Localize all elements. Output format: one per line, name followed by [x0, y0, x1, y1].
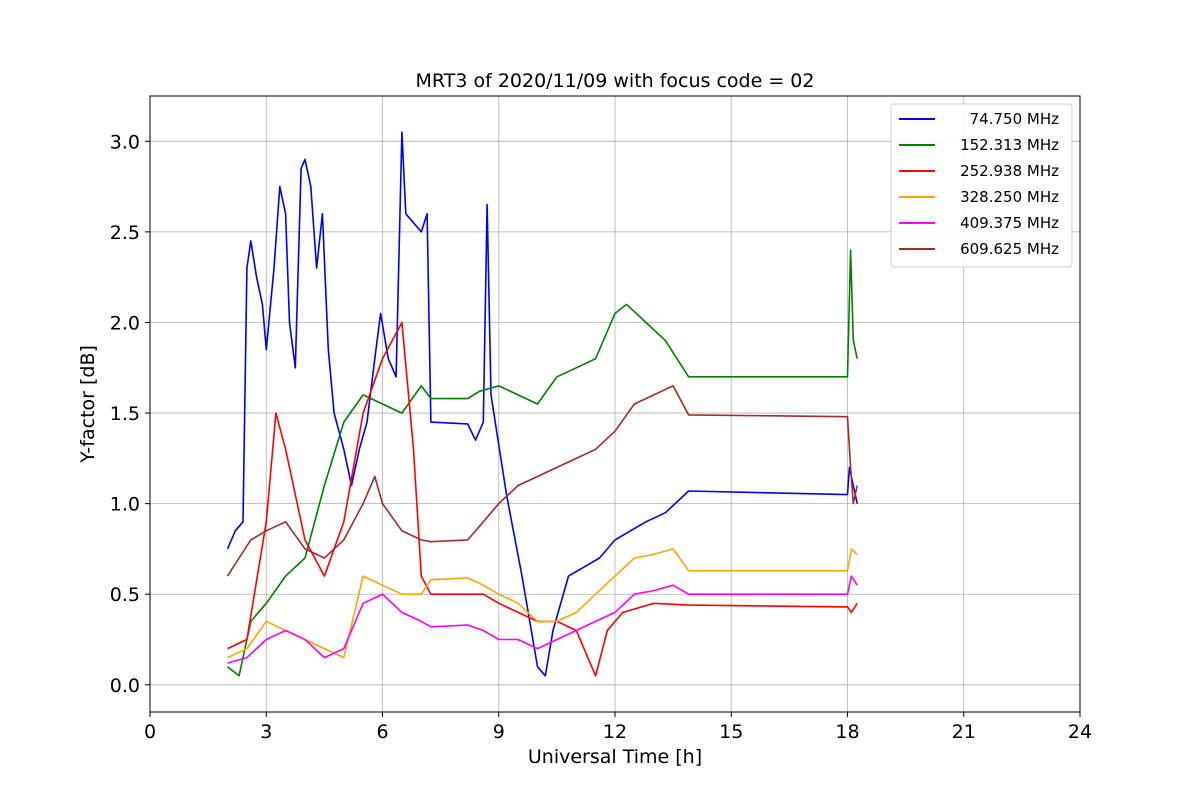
- y-tick-label: 0.0: [110, 675, 140, 697]
- y-axis-label: Y-factor [dB]: [77, 345, 99, 464]
- legend-entry: 328.250 MHz: [960, 188, 1059, 206]
- x-tick-label: 18: [835, 721, 859, 743]
- legend-entry: 74.750 MHz: [970, 110, 1059, 128]
- series-line-1: [227, 249, 858, 677]
- x-tick-label: 9: [493, 721, 505, 743]
- y-tick-label: 2.5: [110, 222, 140, 244]
- y-tick-label: 2.0: [110, 312, 140, 334]
- legend-box: [890, 103, 1073, 268]
- x-tick-label: 21: [952, 721, 976, 743]
- x-tick-label: 15: [719, 721, 743, 743]
- legend-entry: 609.625 MHz: [960, 240, 1059, 258]
- series-line-5: [226, 385, 858, 577]
- x-axis-ticks: 0 3 6 9 12 15 18 21 24: [144, 712, 1092, 743]
- y-tick-label: 1.5: [110, 403, 140, 425]
- x-tick-label: 6: [376, 721, 388, 743]
- legend-entry: 409.375 MHz: [960, 214, 1059, 232]
- y-tick-label: 1.0: [110, 494, 140, 516]
- y-tick-label: 3.0: [110, 131, 140, 153]
- series-layer: [226, 131, 858, 677]
- series-line-3: [227, 548, 858, 659]
- y-tick-label: 0.5: [110, 584, 140, 606]
- series-line-4: [227, 575, 858, 664]
- legend-entry: 252.938 MHz: [960, 162, 1059, 180]
- x-tick-label: 3: [260, 721, 272, 743]
- series-line-2: [227, 321, 858, 677]
- chart-title: MRT3 of 2020/11/09 with focus code = 02: [416, 70, 815, 92]
- legend: 74.750 MHz 152.313 MHz 252.938 MHz 328.250 …: [890, 103, 1073, 268]
- y-axis-ticks: 0.0 0.5 1.0 1.5 2.0 2.5 3.0: [110, 131, 150, 697]
- x-tick-label: 24: [1068, 721, 1092, 743]
- x-tick-label: 0: [144, 721, 156, 743]
- series-line-0: [226, 131, 858, 677]
- x-tick-label: 12: [603, 721, 627, 743]
- grid: [149, 96, 1081, 712]
- x-axis-label: Universal Time [h]: [528, 746, 702, 768]
- legend-entry: 152.313 MHz: [960, 136, 1059, 154]
